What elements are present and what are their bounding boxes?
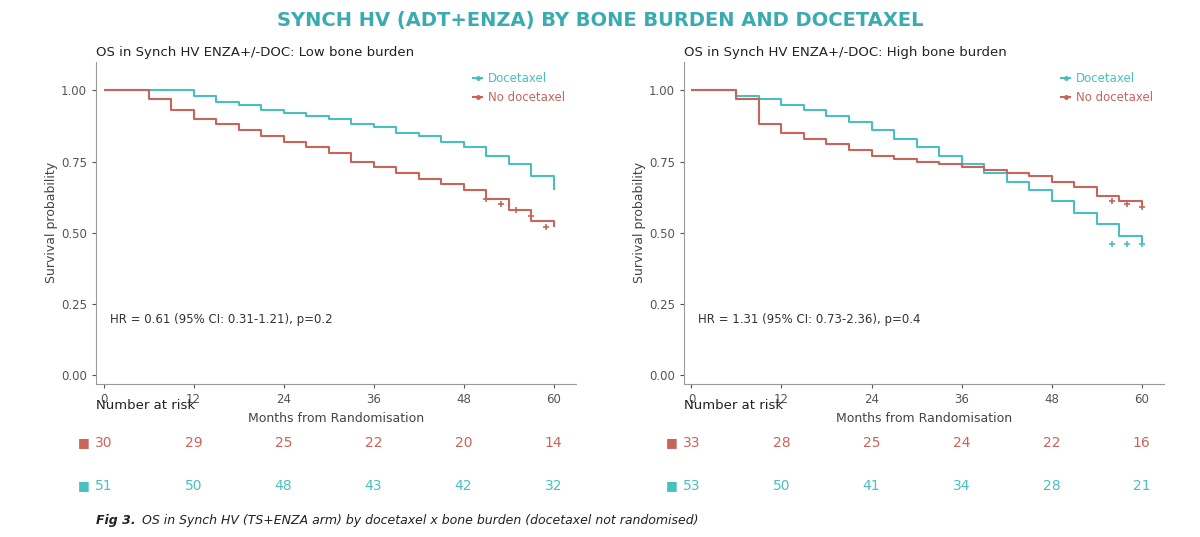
Text: OS in Synch HV ENZA+/-DOC: Low bone burden: OS in Synch HV ENZA+/-DOC: Low bone burd…	[96, 46, 414, 59]
Legend: Docetaxel, No docetaxel: Docetaxel, No docetaxel	[468, 68, 570, 109]
Text: 22: 22	[365, 436, 383, 450]
Text: ■: ■	[78, 437, 90, 449]
X-axis label: Months from Randomisation: Months from Randomisation	[836, 411, 1012, 425]
Text: HR = 0.61 (95% CI: 0.31-1.21), p=0.2: HR = 0.61 (95% CI: 0.31-1.21), p=0.2	[110, 313, 334, 326]
Text: 20: 20	[455, 436, 473, 450]
Text: 28: 28	[773, 436, 791, 450]
Text: ■: ■	[666, 480, 678, 492]
Text: 50: 50	[773, 479, 791, 493]
Text: Number at risk: Number at risk	[96, 399, 196, 412]
Text: Number at risk: Number at risk	[684, 399, 784, 412]
Text: 29: 29	[185, 436, 203, 450]
X-axis label: Months from Randomisation: Months from Randomisation	[248, 411, 424, 425]
Text: 21: 21	[1133, 479, 1151, 493]
Text: 34: 34	[953, 479, 971, 493]
Text: 25: 25	[863, 436, 881, 450]
Y-axis label: Survival probability: Survival probability	[634, 162, 646, 284]
Text: SYNCH HV (ADT+ENZA) BY BONE BURDEN AND DOCETAXEL: SYNCH HV (ADT+ENZA) BY BONE BURDEN AND D…	[277, 11, 923, 30]
Text: 50: 50	[185, 479, 203, 493]
Text: 25: 25	[275, 436, 293, 450]
Text: 28: 28	[1043, 479, 1061, 493]
Text: 32: 32	[545, 479, 563, 493]
Text: 53: 53	[683, 479, 701, 493]
Text: OS in Synch HV (TS+ENZA arm) by docetaxel x bone burden (docetaxel not randomise: OS in Synch HV (TS+ENZA arm) by docetaxe…	[138, 514, 698, 527]
Text: 33: 33	[683, 436, 701, 450]
Text: HR = 1.31 (95% CI: 0.73-2.36), p=0.4: HR = 1.31 (95% CI: 0.73-2.36), p=0.4	[698, 313, 920, 326]
Y-axis label: Survival probability: Survival probability	[46, 162, 58, 284]
Text: 51: 51	[95, 479, 113, 493]
Legend: Docetaxel, No docetaxel: Docetaxel, No docetaxel	[1056, 68, 1158, 109]
Text: 41: 41	[863, 479, 881, 493]
Text: 30: 30	[95, 436, 113, 450]
Text: 42: 42	[455, 479, 473, 493]
Text: 14: 14	[545, 436, 563, 450]
Text: 22: 22	[1043, 436, 1061, 450]
Text: 43: 43	[365, 479, 383, 493]
Text: 24: 24	[953, 436, 971, 450]
Text: Fig 3.: Fig 3.	[96, 514, 136, 527]
Text: 48: 48	[275, 479, 293, 493]
Text: ■: ■	[666, 437, 678, 449]
Text: OS in Synch HV ENZA+/-DOC: High bone burden: OS in Synch HV ENZA+/-DOC: High bone bur…	[684, 46, 1007, 59]
Text: ■: ■	[78, 480, 90, 492]
Text: 16: 16	[1133, 436, 1151, 450]
